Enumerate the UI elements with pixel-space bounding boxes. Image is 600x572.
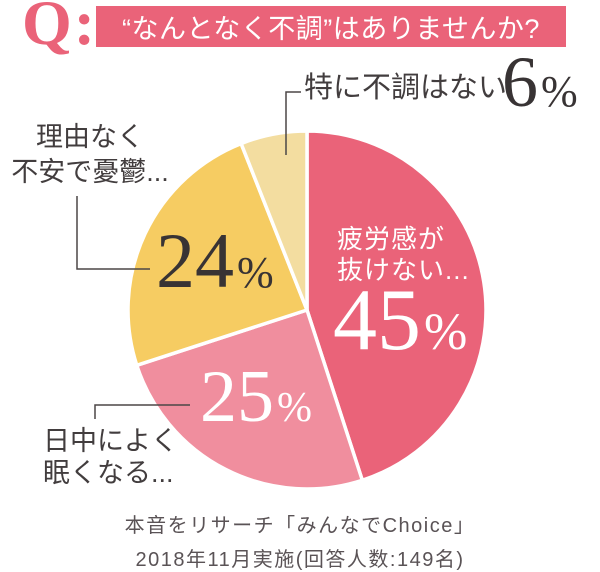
value-fatigue-number: 45 (333, 272, 421, 369)
label-anxious: 理由なく 不安で憂鬱... (8, 120, 172, 190)
label-none: 特に不調はない (304, 72, 508, 104)
survey-info-line: 2018年11月実施(回答人数:149名) (135, 549, 465, 571)
pie-slice-0 (305, 129, 488, 482)
value-sleepy: 25% (200, 360, 312, 434)
label-fatigue-line1: 疲労感が (337, 224, 446, 254)
question-banner: “なんとなく不調”はありませんか? (96, 6, 566, 47)
value-none-unit: % (541, 67, 578, 116)
label-sleepy-line2: 眠くなる... (43, 458, 174, 488)
question-prefix: Q: (22, 0, 98, 58)
value-anxious-number: 24 (156, 217, 234, 304)
label-fatigue-line2: 抜けない... (337, 255, 470, 285)
value-fatigue-unit: % (424, 304, 468, 361)
source-line: 本音をリサーチ「みんなでChoice」 (124, 515, 476, 537)
pie-chart (126, 129, 488, 491)
label-anxious-line2: 不安で憂鬱... (11, 157, 169, 187)
value-sleepy-number: 25 (200, 356, 274, 438)
value-anxious-unit: % (237, 248, 274, 297)
question-banner-text: “なんとなく不調”はありませんか? (122, 14, 540, 44)
label-sleepy: 日中によく 眠くなる... (43, 425, 178, 489)
value-anxious: 24% (156, 222, 274, 300)
pie-slice-3 (239, 129, 309, 312)
label-fatigue: 疲労感が 抜けない... (337, 224, 470, 286)
value-fatigue: 45% (333, 277, 467, 365)
pie-slice-1 (135, 308, 365, 491)
label-sleepy-line1: 日中によく (43, 426, 178, 456)
label-anxious-line1: 理由なく (36, 122, 144, 152)
value-none: 6 (502, 42, 538, 122)
value-sleepy-unit: % (277, 385, 312, 431)
